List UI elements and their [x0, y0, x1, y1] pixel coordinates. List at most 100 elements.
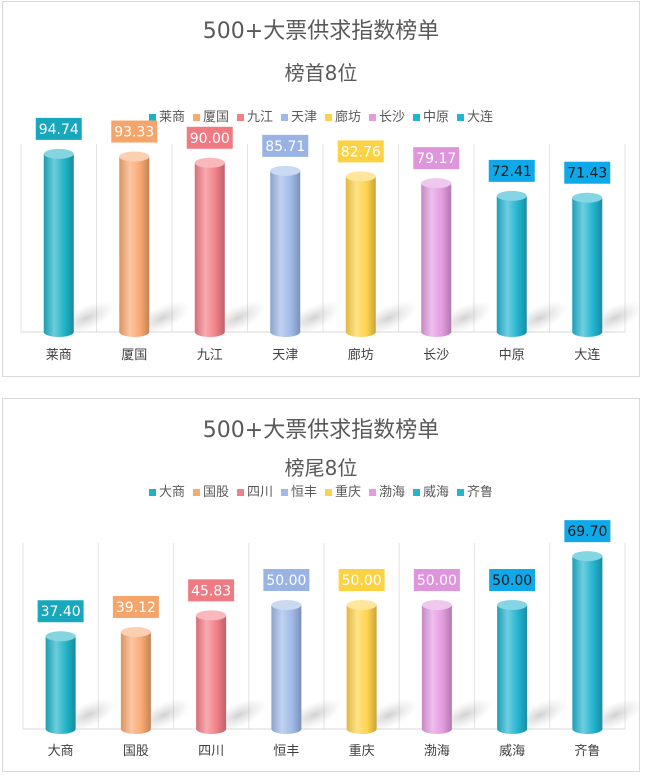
data-label: 72.41 [492, 164, 532, 180]
data-label: 50.00 [492, 573, 532, 589]
bar-cap [43, 148, 74, 159]
data-label-box [564, 161, 611, 184]
data-label: 45.83 [191, 583, 231, 599]
legend-label: 廊坊 [335, 110, 362, 125]
legend-swatch [148, 114, 156, 121]
bar [421, 605, 452, 734]
legend-swatch [325, 114, 332, 121]
chart-legend: 大商 国股 四川 恒丰 重庆 渤海 威海 齐鲁 [3, 481, 639, 500]
category-label: 大商 [48, 744, 74, 759]
bar [194, 162, 225, 337]
data-label: 50.00 [417, 573, 457, 589]
data-label: 93.33 [114, 125, 154, 141]
bar-cap [119, 151, 150, 162]
legend-entry: 长沙 [369, 106, 405, 125]
category-label: 国股 [123, 744, 149, 759]
bar [119, 156, 150, 337]
data-label: 69.70 [567, 524, 607, 540]
bar-cap [572, 192, 603, 203]
category-label: 天津 [272, 348, 298, 363]
legend-label: 中原 [423, 110, 450, 125]
bar-cap [196, 610, 227, 621]
data-label: 71.43 [567, 166, 607, 182]
chart-subtitle: 榜尾8位 [284, 456, 358, 480]
bar-cap [345, 171, 376, 182]
bar-cap [346, 600, 377, 610]
bar [572, 197, 603, 337]
bar-cap [496, 190, 527, 201]
data-label-box [111, 120, 158, 143]
legend-swatch [369, 114, 377, 121]
data-label: 79.17 [416, 151, 456, 167]
chart-panel-top: 500+大票供求指数榜单 榜首8位 莱商 厦国 九江 天津 廊坊 长沙 中原 大连 94.74… [2, 1, 640, 377]
legend-label: 齐鲁 [467, 485, 494, 500]
data-label: 39.12 [116, 600, 156, 616]
data-label-box [112, 595, 159, 618]
bar-cap [270, 165, 301, 176]
legend-label: 渤海 [379, 485, 406, 500]
bar [270, 170, 301, 337]
data-label-box [488, 159, 535, 182]
data-label-box [37, 600, 84, 623]
data-label-box [338, 569, 385, 591]
legend-label: 国股 [202, 485, 229, 500]
legend-label: 恒丰 [290, 485, 317, 500]
bar [421, 183, 452, 337]
bar-cap [45, 631, 76, 642]
legend-label: 天津 [290, 110, 317, 125]
data-label-box [188, 579, 235, 602]
bar-cap [497, 600, 528, 610]
data-label-box [489, 569, 536, 591]
legend-entry: 中原 [413, 106, 449, 125]
bar [346, 605, 377, 734]
category-label: 廊坊 [348, 347, 374, 363]
legend-entry: 威海 [413, 481, 449, 500]
data-label-box [337, 140, 384, 163]
bar [271, 605, 302, 734]
legend-entry: 厦国 [192, 106, 229, 125]
data-label: 90.00 [190, 131, 230, 147]
legend-label: 大商 [158, 485, 185, 500]
bar-cap [271, 600, 302, 610]
category-label: 四川 [198, 744, 224, 759]
data-label: 85.71 [265, 139, 305, 155]
legend-entry: 国股 [192, 481, 229, 500]
legend-swatch [413, 114, 421, 121]
data-label-box [413, 147, 460, 170]
legend-entry: 重庆 [325, 481, 361, 500]
bar-cap [572, 551, 603, 562]
data-label-box [263, 569, 310, 591]
chart-panel-bottom: 500+大票供求指数榜单 榜尾8位 大商 国股 四川 恒丰 重庆 渤海 威海 齐鲁 37.40… [2, 398, 640, 772]
data-label: 50.00 [266, 573, 306, 589]
bar-cap [194, 157, 225, 168]
category-label: 渤海 [424, 743, 450, 759]
bar-cap [120, 626, 151, 637]
legend-label: 莱商 [158, 110, 185, 125]
legend-label: 厦国 [202, 110, 229, 125]
legend-swatch [148, 489, 156, 496]
legend-entry: 渤海 [369, 481, 405, 500]
bar [497, 605, 528, 734]
legend-swatch [192, 489, 200, 496]
category-label: 大连 [574, 347, 600, 363]
legend-swatch [236, 114, 244, 121]
chart-legend: 莱商 厦国 九江 天津 廊坊 长沙 中原 大连 [3, 106, 639, 125]
bar [345, 176, 376, 337]
legend-entry: 大商 [148, 481, 185, 500]
category-label: 中原 [499, 348, 525, 363]
bar [572, 556, 603, 734]
category-label: 莱商 [46, 348, 72, 363]
data-label-box [262, 134, 309, 157]
bar-cap [421, 178, 452, 189]
legend-label: 长沙 [379, 110, 406, 125]
data-label-box [35, 117, 82, 140]
bar [43, 153, 74, 337]
legend-swatch [457, 489, 465, 496]
legend-swatch [280, 114, 288, 121]
legend-label: 四川 [246, 485, 273, 500]
legend-swatch [457, 114, 465, 121]
bar-cap [421, 600, 452, 610]
category-label: 重庆 [349, 743, 375, 759]
bar [45, 636, 76, 734]
legend-entry: 九江 [236, 106, 273, 125]
